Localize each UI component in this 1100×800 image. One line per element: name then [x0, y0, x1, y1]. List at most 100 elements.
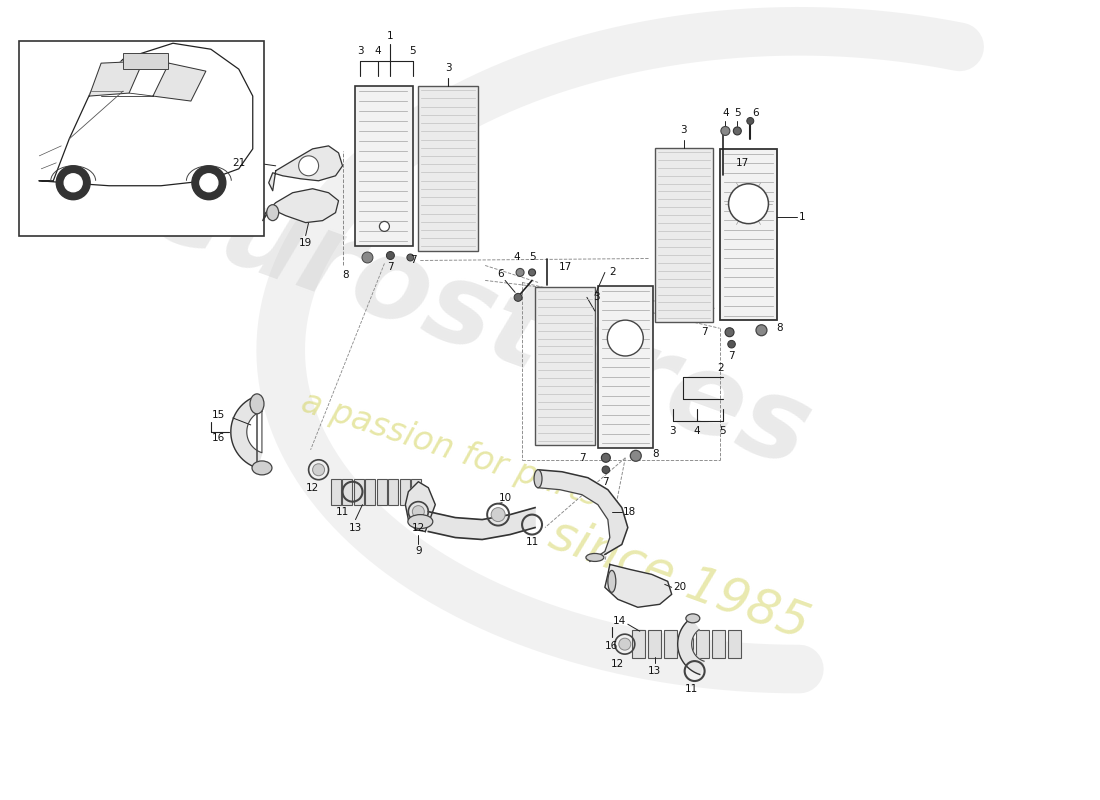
Text: 9: 9: [415, 546, 421, 557]
Bar: [365, 478, 375, 505]
Circle shape: [362, 252, 373, 263]
Text: 17: 17: [559, 262, 572, 273]
Text: 17: 17: [735, 158, 749, 167]
Circle shape: [191, 166, 225, 200]
Circle shape: [725, 328, 734, 337]
Text: 6: 6: [497, 270, 504, 279]
Text: eurostores: eurostores: [135, 150, 825, 491]
Circle shape: [602, 454, 610, 462]
Text: 21: 21: [232, 158, 245, 168]
Text: 12: 12: [411, 522, 425, 533]
Ellipse shape: [252, 461, 272, 475]
Bar: [411, 478, 421, 505]
Circle shape: [64, 174, 82, 192]
Text: 11: 11: [336, 506, 349, 517]
Circle shape: [56, 166, 90, 200]
Text: 12: 12: [306, 482, 319, 493]
Polygon shape: [231, 396, 262, 468]
Circle shape: [379, 222, 389, 231]
Text: 7: 7: [410, 255, 417, 266]
Bar: [376, 478, 387, 505]
Circle shape: [602, 466, 609, 474]
Circle shape: [607, 320, 644, 356]
Bar: [399, 478, 410, 505]
Bar: [680, 630, 693, 658]
Text: 5: 5: [529, 253, 536, 262]
Text: 11: 11: [685, 684, 698, 694]
Text: 19: 19: [299, 238, 312, 247]
Circle shape: [630, 450, 641, 462]
Text: 2: 2: [609, 267, 616, 278]
Polygon shape: [89, 61, 143, 96]
Text: a passion for parts: a passion for parts: [297, 386, 604, 514]
Text: 13: 13: [349, 522, 362, 533]
Circle shape: [491, 508, 505, 522]
Bar: [331, 478, 341, 505]
Circle shape: [386, 251, 395, 259]
Circle shape: [312, 464, 324, 476]
Polygon shape: [605, 565, 672, 607]
Text: 18: 18: [624, 506, 637, 517]
Text: 3: 3: [358, 46, 364, 56]
Ellipse shape: [608, 570, 616, 592]
Circle shape: [529, 269, 536, 276]
Ellipse shape: [408, 514, 432, 529]
Circle shape: [720, 126, 729, 135]
Text: 4: 4: [722, 108, 728, 118]
Bar: [663, 630, 676, 658]
Text: 2: 2: [717, 362, 724, 373]
Text: 4: 4: [693, 426, 700, 436]
Circle shape: [516, 269, 524, 277]
Circle shape: [734, 127, 741, 135]
Circle shape: [619, 638, 630, 650]
Text: since 1985: since 1985: [543, 510, 816, 649]
Text: 3: 3: [594, 292, 601, 302]
Ellipse shape: [685, 614, 700, 623]
Bar: [418, 86, 478, 250]
Bar: [355, 86, 414, 246]
Circle shape: [747, 118, 754, 125]
Text: 8: 8: [652, 449, 659, 459]
Bar: [598, 286, 652, 448]
Bar: [342, 478, 352, 505]
Text: 5: 5: [409, 46, 416, 56]
Text: 4: 4: [374, 46, 381, 56]
Text: 16: 16: [605, 641, 618, 651]
Polygon shape: [678, 618, 704, 674]
Circle shape: [728, 184, 769, 224]
Bar: [654, 148, 713, 322]
Text: 7: 7: [387, 262, 394, 273]
Polygon shape: [268, 146, 342, 190]
Ellipse shape: [250, 394, 264, 414]
Circle shape: [514, 294, 522, 302]
Bar: [535, 287, 595, 445]
Bar: [727, 630, 740, 658]
Text: 13: 13: [648, 666, 661, 676]
Polygon shape: [428, 508, 535, 539]
Bar: [123, 54, 168, 69]
Ellipse shape: [534, 470, 542, 488]
Circle shape: [200, 174, 218, 192]
Text: 20: 20: [673, 582, 686, 592]
Text: 1: 1: [799, 213, 805, 222]
Bar: [353, 478, 364, 505]
Text: 7: 7: [728, 351, 735, 361]
Polygon shape: [406, 482, 436, 531]
Bar: [719, 149, 778, 320]
Text: 11: 11: [526, 537, 539, 546]
Circle shape: [412, 506, 425, 518]
Text: 3: 3: [680, 125, 688, 135]
Polygon shape: [263, 189, 339, 222]
Circle shape: [407, 254, 414, 261]
Bar: [695, 630, 708, 658]
Circle shape: [298, 156, 319, 176]
Text: 12: 12: [612, 659, 625, 669]
Bar: [20, 42, 264, 235]
Ellipse shape: [586, 554, 604, 562]
Bar: [631, 630, 645, 658]
Text: 5: 5: [734, 108, 740, 118]
Text: 14: 14: [613, 616, 626, 626]
Circle shape: [728, 341, 735, 348]
Bar: [648, 630, 661, 658]
Polygon shape: [40, 43, 253, 186]
